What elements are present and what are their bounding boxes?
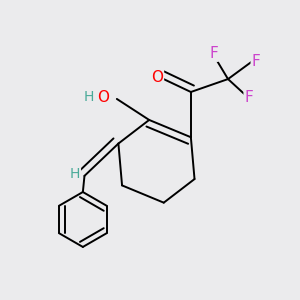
Text: F: F (252, 54, 260, 69)
Text: H: H (70, 167, 80, 181)
Text: H: H (83, 90, 94, 104)
Text: O: O (97, 90, 109, 105)
Text: F: F (244, 90, 253, 105)
Text: O: O (151, 70, 163, 85)
Text: F: F (209, 46, 218, 61)
